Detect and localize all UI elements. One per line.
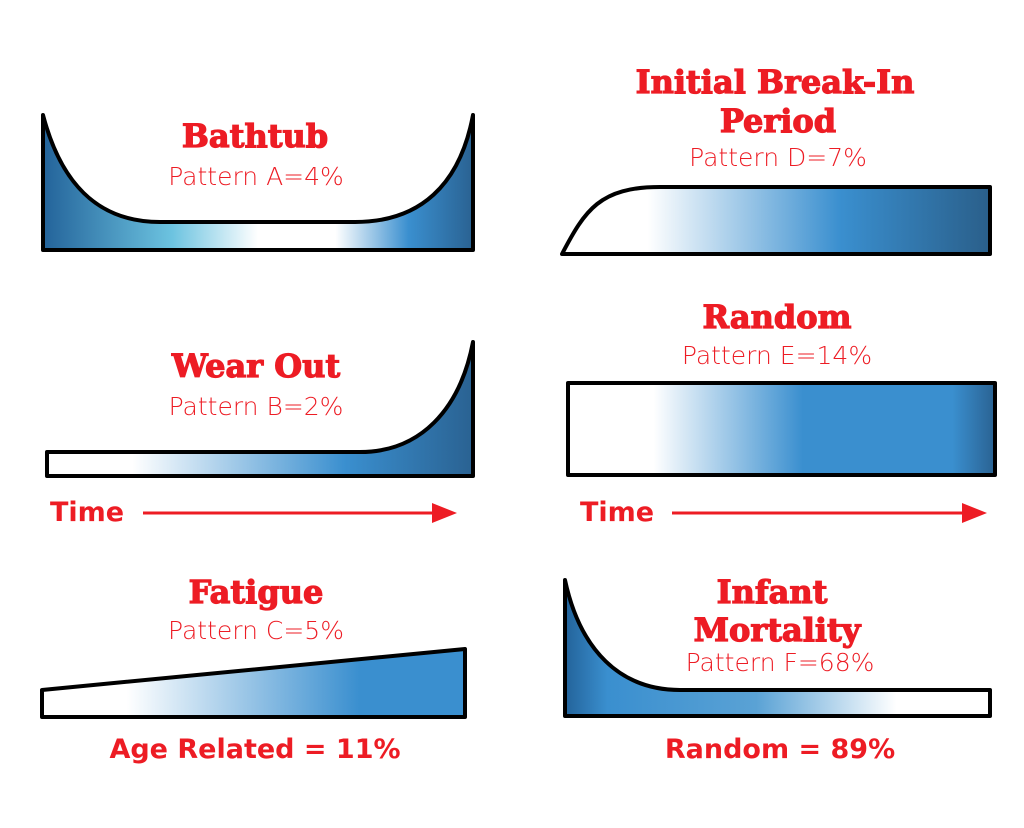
time-label: Time — [50, 497, 124, 528]
pattern-b-label: Pattern B=2% — [169, 392, 344, 421]
wear-out-curve-shape — [45, 340, 475, 478]
pattern-a-label: Pattern A=4% — [168, 162, 344, 191]
random-summary: Random = 89% — [665, 734, 895, 765]
pattern-a-bathtub: Bathtub Pattern A=4% — [41, 113, 475, 252]
pattern-f-title-line1: Infant — [717, 573, 828, 611]
random-curve-shape — [566, 381, 997, 477]
pattern-e-random: Random Pattern E=14% — [566, 297, 997, 477]
time-axis-left: Time — [50, 497, 457, 528]
pattern-e-title: Random — [703, 298, 852, 336]
bathtub-curve-shape — [41, 113, 475, 252]
pattern-c-label: Pattern C=5% — [168, 616, 344, 645]
arrow-right-icon — [432, 503, 457, 523]
pattern-c-fatigue: Fatigue Pattern C=5% — [40, 572, 467, 719]
pattern-c-title: Fatigue — [189, 573, 324, 611]
pattern-b-title: Wear Out — [171, 347, 341, 385]
pattern-f-label: Pattern F=68% — [686, 648, 875, 677]
pattern-d-title-line1: Initial Break-In — [636, 63, 915, 101]
age-related-summary: Age Related = 11% — [109, 734, 400, 765]
time-label: Time — [580, 497, 654, 528]
arrow-right-icon — [962, 503, 987, 523]
time-axis-right: Time — [580, 497, 987, 528]
pattern-f-infant-mortality: Infant Mortality Pattern F=68% — [563, 572, 992, 718]
pattern-b-wear-out: Wear Out Pattern B=2% — [45, 340, 475, 478]
pattern-f-title-line2: Mortality — [694, 611, 862, 649]
pattern-e-label: Pattern E=14% — [682, 341, 872, 370]
pattern-d-label: Pattern D=7% — [689, 143, 867, 172]
pattern-a-title: Bathtub — [182, 117, 328, 155]
break-in-curve-shape — [560, 185, 992, 256]
fatigue-curve-shape — [40, 647, 467, 719]
infant-mortality-curve-shape — [563, 578, 992, 718]
pattern-d-initial-break-in: Initial Break-In Period Pattern D=7% — [560, 62, 992, 256]
pattern-d-title-line2: Period — [720, 102, 836, 140]
